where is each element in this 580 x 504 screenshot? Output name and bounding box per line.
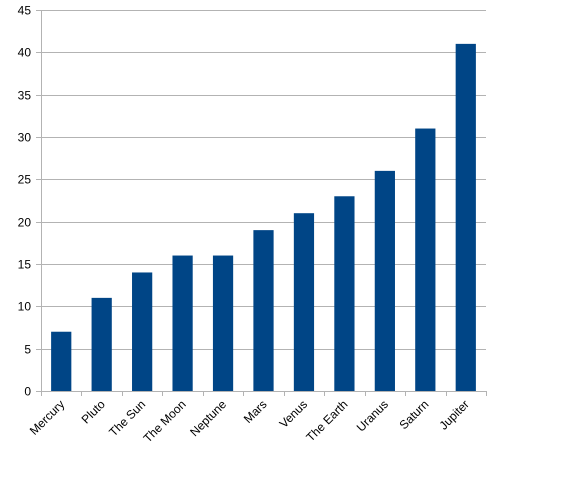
y-tick-label: 35 — [18, 89, 32, 103]
x-tick-label: The Earth — [303, 397, 350, 444]
bar — [51, 331, 72, 391]
x-tick-label: Venus — [277, 397, 310, 430]
y-axis-ticks: 0 5 10 15 20 25 30 35 40 45 — [18, 4, 41, 399]
x-tick-label: Uranus — [354, 397, 391, 434]
y-tick-label: 25 — [18, 173, 32, 187]
y-tick-label: 45 — [18, 4, 32, 18]
y-tick-label: 15 — [18, 258, 32, 272]
bar — [334, 196, 355, 391]
x-tick-label: Jupiter — [437, 397, 472, 432]
grid-lines — [41, 10, 486, 392]
bar — [455, 43, 476, 391]
y-tick-label: 20 — [18, 216, 32, 230]
bar — [91, 297, 112, 391]
bar — [293, 213, 315, 391]
bar — [172, 255, 193, 391]
x-tick-label: Neptune — [187, 397, 229, 439]
bar — [253, 230, 274, 391]
axes — [41, 10, 486, 392]
x-tick-label: The Moon — [141, 397, 189, 445]
bar — [374, 170, 395, 391]
bar — [415, 128, 436, 392]
y-tick-label: 0 — [24, 385, 31, 399]
x-tick-label: Pluto — [79, 397, 108, 426]
y-tick-label: 30 — [18, 131, 32, 145]
x-tick-label: Saturn — [397, 397, 432, 432]
bars — [51, 43, 476, 392]
bar — [132, 272, 153, 391]
y-tick-label: 40 — [18, 46, 32, 60]
x-tick-label: Mars — [241, 397, 270, 426]
bar — [212, 255, 234, 391]
x-tick-label: Mercury — [27, 397, 68, 438]
y-tick-label: 5 — [24, 343, 31, 357]
y-tick-label: 10 — [18, 300, 32, 314]
